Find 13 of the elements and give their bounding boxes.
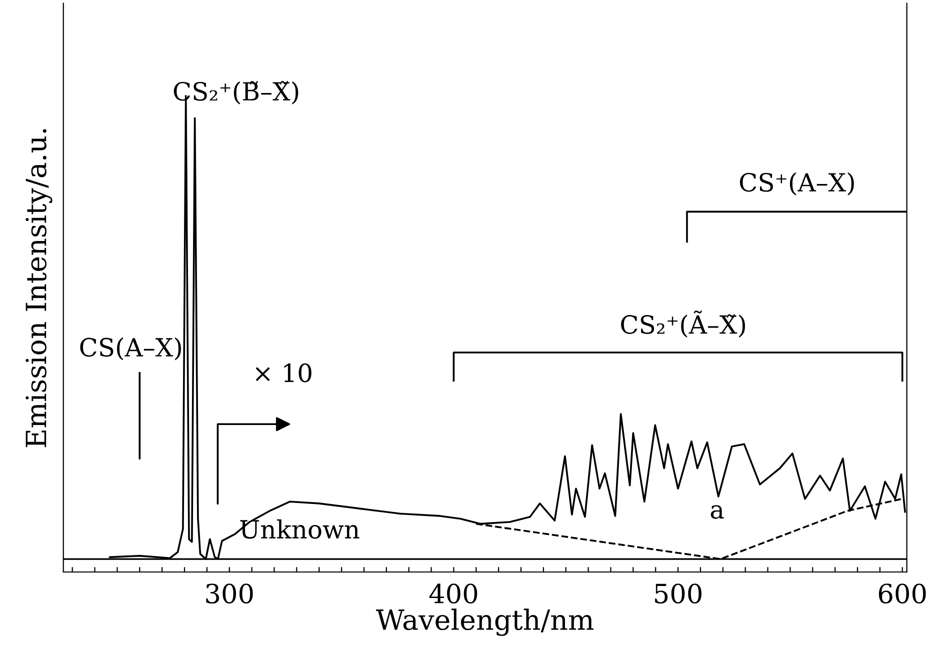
x-axis-title: Wavelength/nm xyxy=(376,608,594,636)
annotation: CS₂⁺(B̃–X̃) xyxy=(174,81,298,104)
x-tick-label: 400 xyxy=(429,584,478,604)
y-axis-title: Emission Intensity/a.u. xyxy=(26,129,52,448)
annotation: CS⁺(A–X) xyxy=(740,172,854,196)
annotation: Unknown xyxy=(240,519,360,539)
x-tick-label: 600 xyxy=(878,584,926,604)
annotation: CS(A–X) xyxy=(80,337,181,360)
x-tick-label: 500 xyxy=(655,584,702,604)
annotation: × 10 xyxy=(256,363,312,382)
annotation: CS₂⁺(Ã–X̃) xyxy=(621,310,746,338)
x-tick-label: 300 xyxy=(206,584,253,604)
annotation: a xyxy=(710,505,724,519)
